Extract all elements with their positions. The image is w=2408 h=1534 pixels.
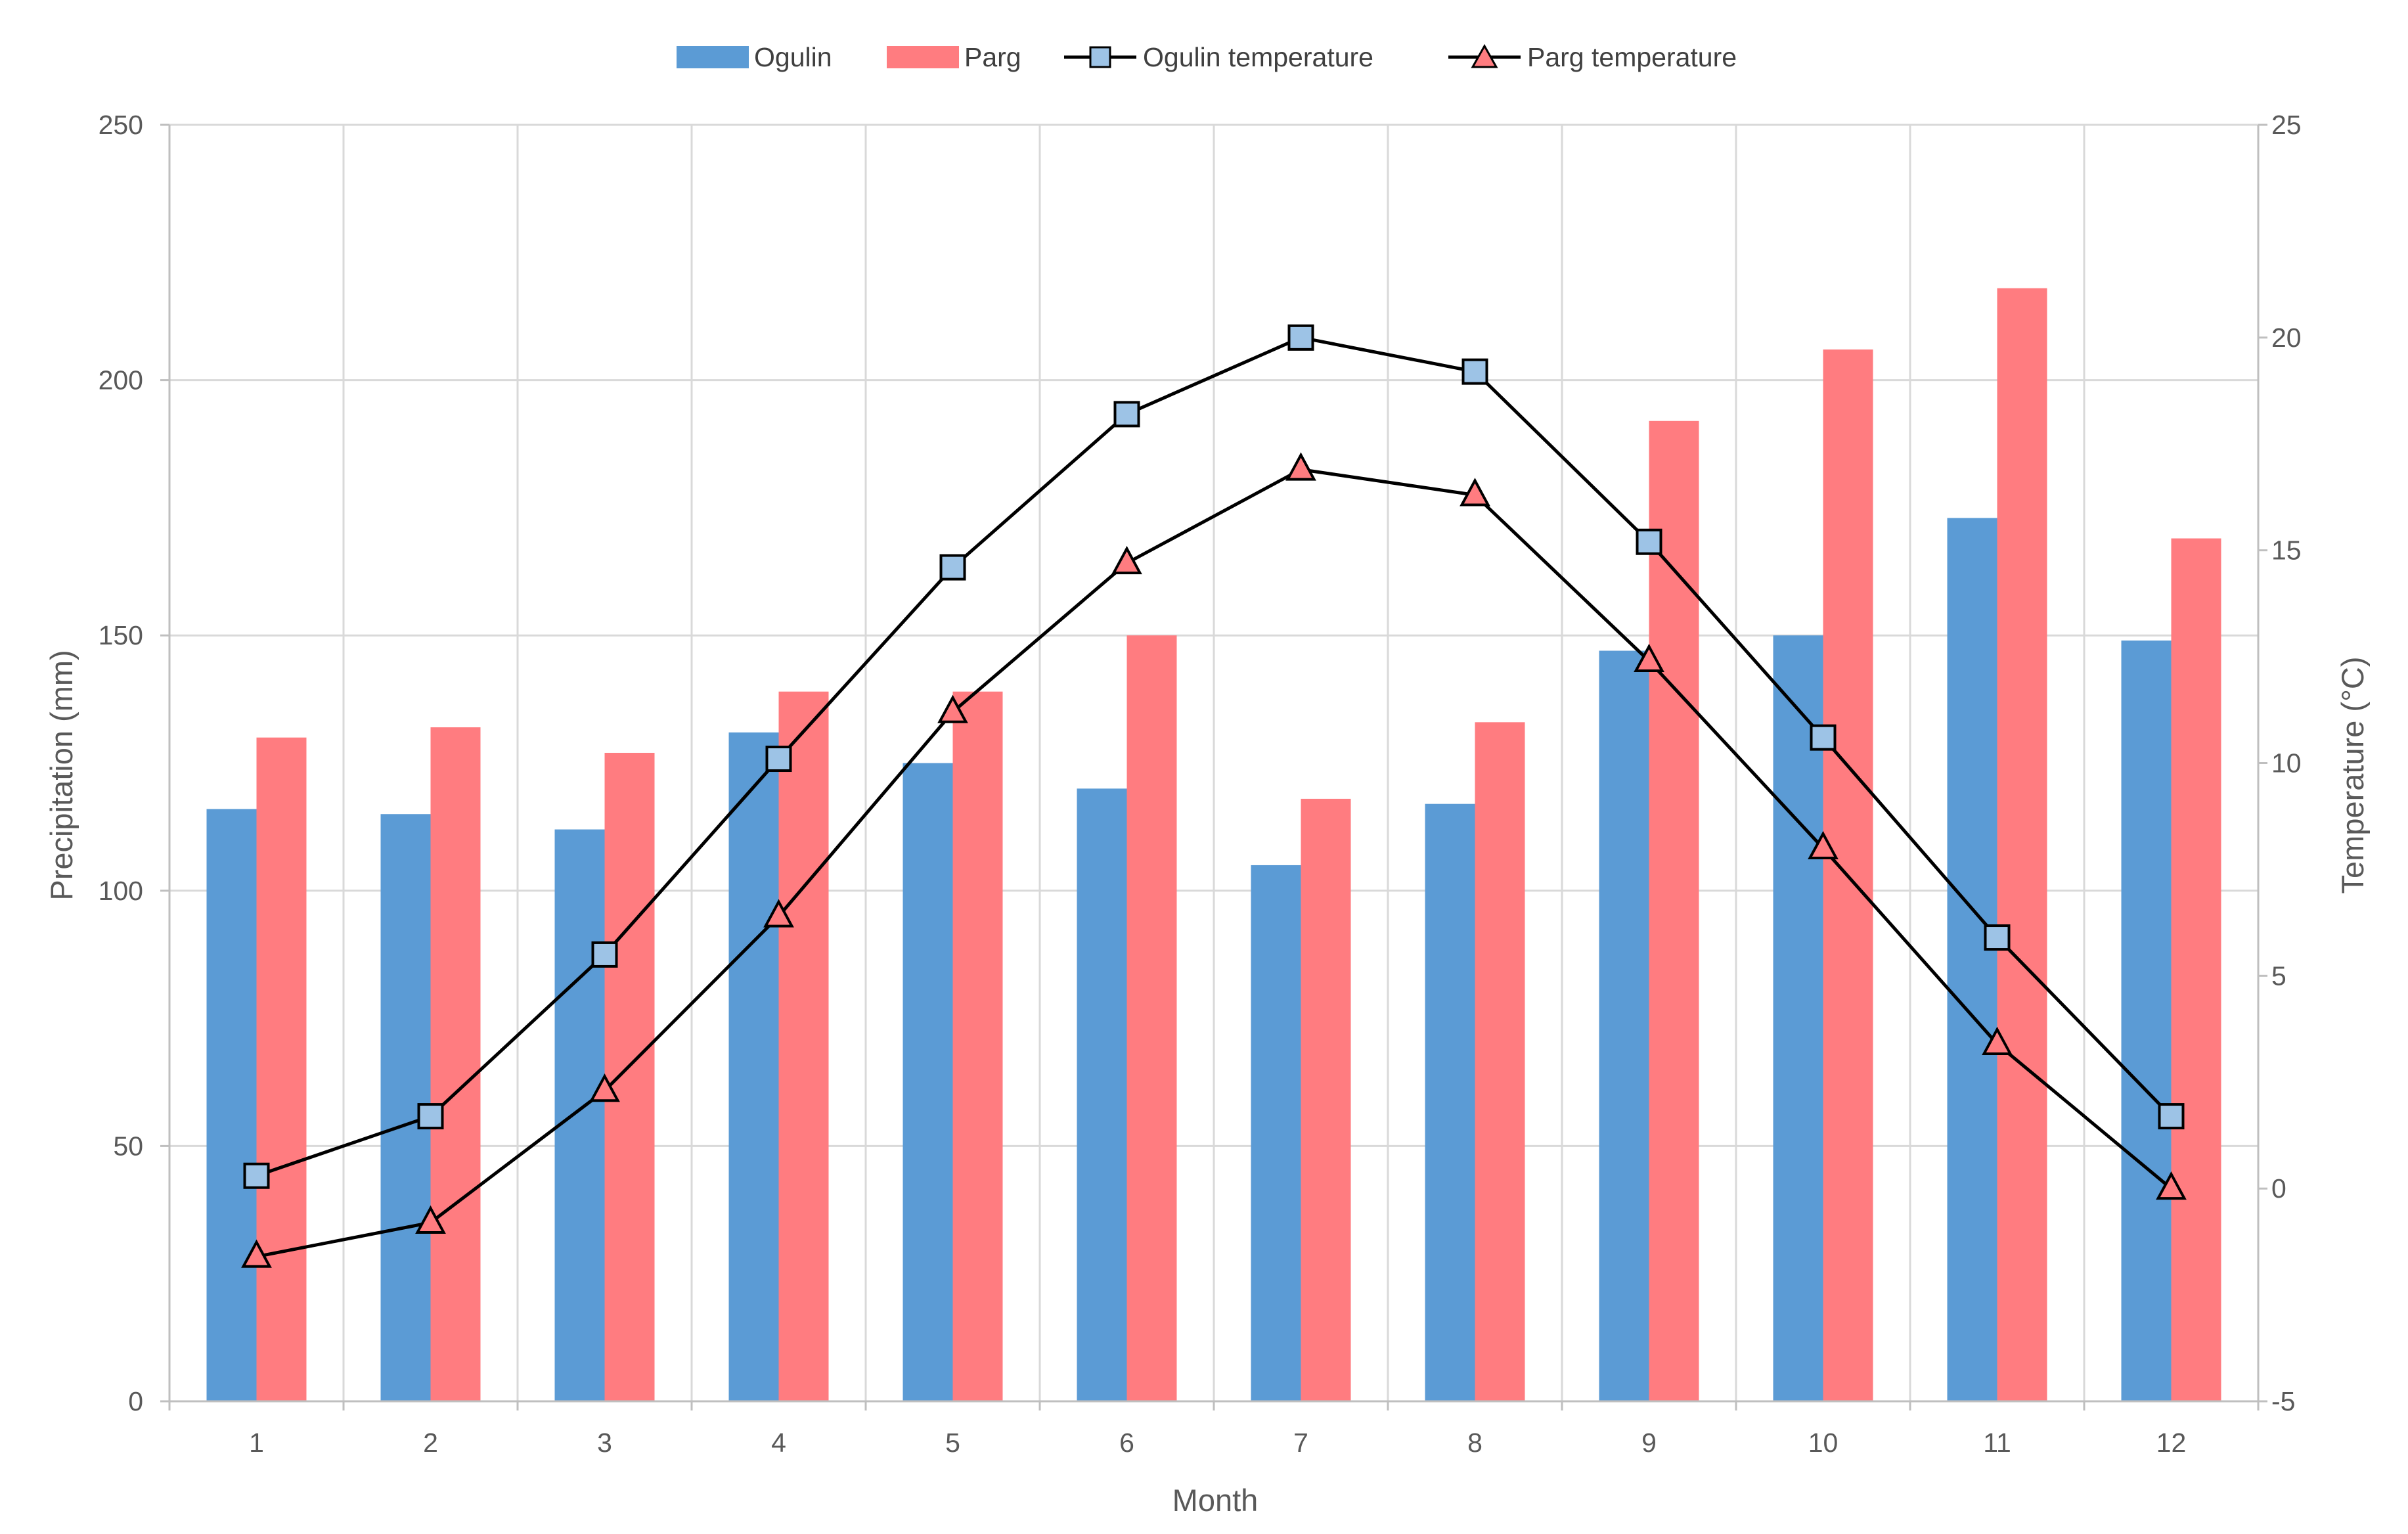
line-ogulin-temperature <box>256 336 2173 1178</box>
x-tick-label: 2 <box>423 1428 438 1458</box>
point-parg-temperature <box>1285 452 1316 481</box>
bar-parg <box>1649 420 1699 1401</box>
point-parg-temperature <box>1982 1026 2013 1055</box>
y2-tick-label: 5 <box>2271 960 2286 991</box>
bar-parg <box>2171 538 2221 1401</box>
x-tick-label: 4 <box>771 1428 786 1458</box>
bar-ogulin <box>1251 865 1301 1401</box>
y-axis-title: Precipitation (mm) <box>44 650 79 900</box>
y-tick-label: 150 <box>99 620 143 650</box>
x-tick-label: 8 <box>1467 1428 1483 1458</box>
legend-label-ogulin-temperature: Ogulin temperature <box>1143 42 1373 72</box>
bar-parg <box>1997 288 2047 1402</box>
x-tick-label: 5 <box>945 1428 960 1458</box>
axes <box>160 124 2267 1410</box>
bar-ogulin <box>1773 635 1823 1402</box>
bar-ogulin <box>1077 788 1127 1401</box>
x-tick-label: 7 <box>1293 1428 1308 1458</box>
x-tick-label: 12 <box>2156 1428 2187 1458</box>
point-parg-temperature <box>937 694 968 723</box>
bar-ogulin <box>728 732 779 1401</box>
y-tick-label: 100 <box>99 876 143 906</box>
point-parg-temperature <box>763 899 794 928</box>
legend-swatch-ogulin <box>677 46 749 68</box>
bar-ogulin <box>206 809 257 1401</box>
y-tick-label: 200 <box>99 365 143 395</box>
bar-ogulin <box>903 763 953 1401</box>
x-axis-title: Month <box>1172 1483 1259 1518</box>
y-tick-label: 0 <box>128 1386 143 1416</box>
bar-parg <box>256 737 307 1401</box>
bar-ogulin <box>2121 640 2172 1402</box>
point-parg-temperature <box>241 1239 272 1268</box>
point-ogulin-temperature <box>2158 1103 2185 1130</box>
point-ogulin-temperature <box>243 1162 270 1189</box>
point-ogulin-temperature <box>1461 358 1488 385</box>
bar-parg <box>1301 798 1351 1401</box>
y2-tick-label: 10 <box>2271 748 2302 778</box>
legend-label-parg-temperature: Parg temperature <box>1527 42 1737 72</box>
point-parg-temperature <box>1460 478 1490 507</box>
y2-tick-label: 15 <box>2271 535 2302 566</box>
point-parg-temperature <box>1111 545 1142 575</box>
bar-ogulin <box>1425 803 1475 1401</box>
x-tick-label: 11 <box>1983 1428 2011 1458</box>
bars <box>206 288 2221 1402</box>
temperature-lines <box>241 324 2187 1268</box>
y-tick-label: 250 <box>99 110 143 140</box>
point-parg-temperature <box>2156 1171 2187 1200</box>
bar-parg <box>1475 722 1525 1401</box>
y-tick-label: 50 <box>113 1131 143 1161</box>
bar-ogulin <box>554 829 605 1401</box>
point-ogulin-temperature <box>765 746 792 773</box>
point-ogulin-temperature <box>591 941 618 968</box>
legend-square-marker-icon <box>1089 46 1111 68</box>
legend-swatch-parg <box>887 46 959 68</box>
line-parg-temperature <box>256 468 2173 1259</box>
point-parg-temperature <box>415 1205 446 1234</box>
bar-ogulin <box>1947 518 1997 1401</box>
point-ogulin-temperature <box>417 1103 444 1130</box>
x-tick-label: 3 <box>597 1428 612 1458</box>
y2-tick-label: 0 <box>2271 1173 2286 1204</box>
point-ogulin-temperature <box>1287 324 1314 351</box>
point-ogulin-temperature <box>939 554 966 581</box>
legend: Ogulin Parg Ogulin temperature Parg temp… <box>677 42 1737 72</box>
bar-parg <box>778 691 829 1401</box>
bar-ogulin <box>1599 650 1649 1401</box>
gridlines <box>169 124 2258 1401</box>
point-parg-temperature <box>1634 643 1664 673</box>
bar-parg <box>430 727 481 1401</box>
x-tick-label: 1 <box>249 1428 264 1458</box>
legend-label-ogulin: Ogulin <box>754 42 832 72</box>
point-parg-temperature <box>589 1073 620 1102</box>
point-parg-temperature <box>1808 830 1839 860</box>
x-tick-label: 9 <box>1641 1428 1657 1458</box>
y2-tick-label: -5 <box>2271 1386 2295 1416</box>
point-ogulin-temperature <box>1636 528 1662 555</box>
y2-tick-label: 25 <box>2271 110 2302 140</box>
y2-tick-label: 20 <box>2271 323 2302 353</box>
point-ogulin-temperature <box>1984 924 2011 951</box>
bar-parg <box>952 691 1003 1401</box>
legend-label-parg: Parg <box>964 42 1021 72</box>
legend-triangle-marker-icon <box>1471 43 1498 68</box>
bar-parg <box>604 752 655 1401</box>
bar-parg <box>1126 635 1177 1402</box>
x-tick-label: 10 <box>1808 1428 1839 1458</box>
x-tick-label: 6 <box>1119 1428 1134 1458</box>
point-ogulin-temperature <box>1113 401 1140 428</box>
point-ogulin-temperature <box>1810 724 1837 751</box>
y2-axis-title: Temperature (°C) <box>2335 657 2370 894</box>
